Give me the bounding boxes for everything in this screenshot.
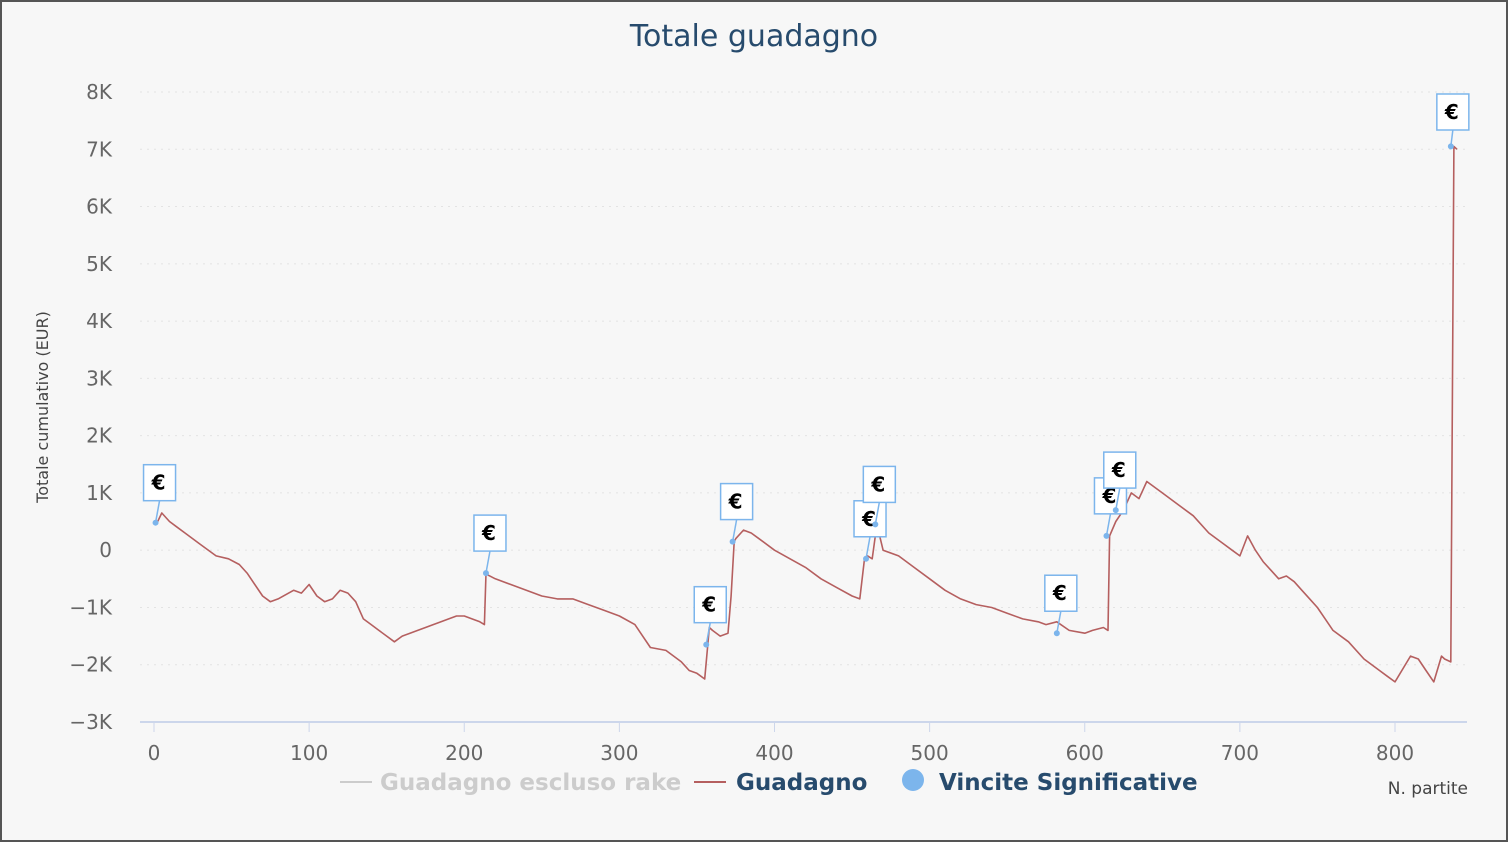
flag-box (1103, 451, 1137, 489)
y-tick-label: 3K (86, 366, 113, 390)
x-tick-label: 700 (1221, 741, 1259, 765)
significant-win-point[interactable] (1112, 507, 1119, 514)
y-tick-label: −2K (69, 653, 112, 677)
x-tick-label: 400 (755, 741, 793, 765)
flag-label: € (1111, 458, 1126, 482)
flag-label: € (151, 471, 166, 495)
flag-box (1044, 574, 1078, 612)
x-tick-label: 0 (148, 741, 161, 765)
legend-item-vincite-significative[interactable]: Vincite Significative (902, 769, 1198, 796)
flag-box (719, 482, 754, 521)
flag-layer: €€€€€€€€€€ (142, 93, 1470, 648)
series-line-guadagno[interactable] (153, 145, 1458, 683)
legend-label-vincite-significative: Vincite Significative (939, 770, 1198, 796)
y-tick-label: 1K (86, 481, 113, 505)
flag-connector (154, 500, 161, 523)
significant-win-flag[interactable]: € (1103, 451, 1137, 514)
flag-label: € (701, 593, 716, 617)
significant-win-point[interactable] (863, 555, 870, 562)
significant-win-flag[interactable]: € (693, 585, 727, 648)
y-tick-label: −1K (69, 595, 112, 619)
significant-win-point[interactable] (1053, 630, 1060, 637)
x-tick-label: 500 (911, 741, 949, 765)
x-tick-label: 100 (290, 741, 328, 765)
flag-label: € (1052, 581, 1067, 605)
flag-connector (1115, 487, 1121, 511)
flag-label: € (861, 507, 876, 531)
y-tick-label: 7K (86, 137, 113, 161)
flag-box (862, 465, 897, 504)
significant-win-point[interactable] (482, 570, 489, 577)
y-tick-label: 5K (86, 252, 113, 276)
flag-label: € (728, 490, 743, 514)
y-axis-ticks: 8K 7K 6K 5K 4K 3K 2K 1K 0 −1K −2K −3K (69, 80, 112, 734)
chart-title: Totale guadagno (629, 19, 878, 54)
significant-win-point[interactable] (729, 538, 736, 545)
flag-connector (731, 519, 738, 542)
flag-label: € (1444, 100, 1459, 124)
significant-win-flag[interactable]: € (862, 465, 897, 528)
flag-box (142, 463, 177, 502)
significant-win-flag[interactable]: € (1044, 574, 1078, 637)
flag-label: € (1102, 484, 1117, 508)
flag-connector (1056, 611, 1062, 634)
legend-item-guadagno[interactable]: Guadagno (694, 770, 867, 796)
flag-connector (485, 550, 491, 574)
y-tick-label: 0 (99, 538, 112, 562)
legend-symbol-vincite-significative (902, 769, 924, 791)
x-axis-label: N. partite (1388, 779, 1468, 799)
x-tick-label: 200 (445, 741, 483, 765)
grid-layer (140, 91, 1467, 666)
series-layer (153, 145, 1458, 683)
legend-item-guadagno-escluso-rake[interactable]: Guadagno escluso rake (340, 770, 681, 796)
flag-connector (874, 502, 881, 525)
significant-win-point[interactable] (1447, 143, 1454, 150)
flag-box (853, 500, 887, 538)
x-tick-label: 600 (1066, 741, 1104, 765)
y-axis-label: Totale cumulativo (EUR) (33, 311, 52, 504)
flag-connector (705, 622, 711, 645)
y-tick-label: 2K (86, 424, 113, 448)
y-tick-label: −3K (69, 710, 112, 734)
legend: Guadagno escluso rake Guadagno Vincite S… (340, 769, 1198, 796)
legend-label-guadagno: Guadagno (736, 770, 867, 796)
significant-win-point[interactable] (872, 521, 879, 528)
y-tick-label: 4K (86, 309, 113, 333)
flag-box (473, 514, 507, 552)
flag-connector (865, 536, 871, 559)
significant-win-flag[interactable]: € (1436, 93, 1470, 150)
x-tick-label: 300 (600, 741, 638, 765)
significant-win-flag[interactable]: € (1093, 477, 1128, 539)
x-axis-ticks: 0 100 200 300 400 500 600 700 800 (148, 722, 1414, 765)
significant-win-flag[interactable]: € (142, 463, 177, 526)
significant-win-point[interactable] (152, 519, 159, 526)
flag-connector (1105, 513, 1112, 536)
y-tick-label: 6K (86, 195, 113, 219)
flag-box (693, 585, 727, 624)
x-tick-label: 800 (1376, 741, 1414, 765)
significant-win-flag[interactable]: € (719, 482, 754, 545)
flag-box (1436, 93, 1470, 131)
significant-win-point[interactable] (703, 641, 710, 648)
significant-win-point[interactable] (1103, 532, 1110, 539)
significant-win-flag[interactable]: € (473, 514, 507, 577)
flag-label: € (870, 472, 885, 496)
significant-win-flag[interactable]: € (853, 500, 887, 562)
legend-label-guadagno-escluso-rake: Guadagno escluso rake (380, 770, 681, 796)
flag-label: € (481, 521, 496, 545)
y-tick-label: 8K (86, 80, 113, 104)
